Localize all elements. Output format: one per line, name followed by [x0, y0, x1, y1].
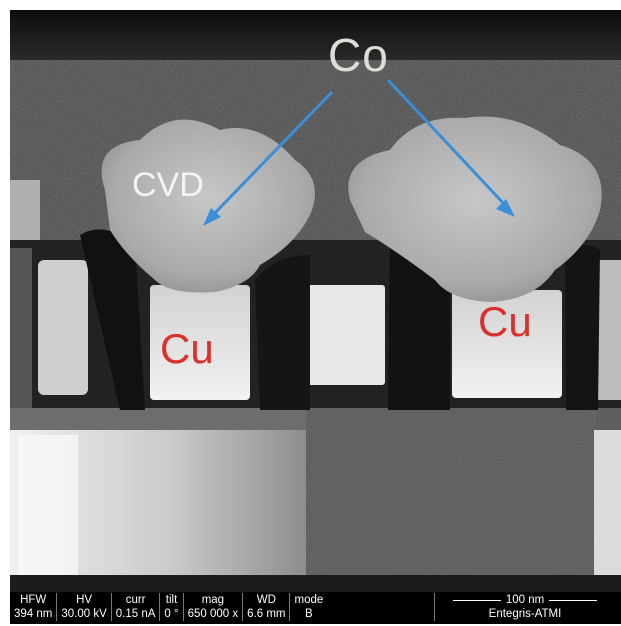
sem-param-value: 394 nm: [14, 608, 53, 620]
scale-label: 100 nm: [505, 594, 545, 606]
sem-param-header: HV: [76, 594, 93, 606]
sem-param-value: 0.15 nA: [115, 608, 156, 620]
image-credit: Entegris-ATMI: [488, 608, 562, 620]
sem-param-header: curr: [125, 594, 146, 606]
scale-bar: 100 nm: [452, 593, 598, 607]
sem-param-header: HFW: [20, 594, 47, 606]
sem-param-value: 6.6 mm: [247, 608, 286, 620]
scale-line-right: [549, 599, 598, 601]
sem-param-column: mode B: [290, 593, 327, 621]
sem-param-column: WD 6.6 mm: [243, 593, 291, 621]
sem-param-header: mag: [201, 594, 225, 606]
scale-bar-block: 100 nm Entegris-ATMI: [434, 593, 615, 621]
copper-label-left: Cu: [160, 325, 214, 372]
sem-param-column: tilt 0 °: [160, 593, 184, 621]
sem-param-column: HFW 394 nm: [10, 593, 58, 621]
sem-param-header: WD: [256, 594, 276, 606]
sem-parameter-table: HFW 394 nm HV 30.00 kV curr 0.15 nA tilt 0 ° mag…: [10, 593, 327, 621]
arrow-to-right-cap: [386, 78, 515, 217]
sem-param-column: HV 30.00 kV: [57, 593, 112, 621]
cvd-label: CVD: [132, 166, 204, 204]
copper-label-right: Cu: [478, 298, 532, 345]
arrow-to-left-cap: [203, 90, 334, 226]
sem-param-column: curr 0.15 nA: [112, 593, 161, 621]
sem-param-column: mag 650 000 x: [184, 593, 244, 621]
sem-param-header: mode: [294, 594, 324, 606]
sem-param-value: 30.00 kV: [61, 608, 107, 620]
sem-micrograph: Co CVD Cu Cu HFW 394 nm HV 30.00 kV curr 0.15…: [10, 10, 621, 624]
sem-param-header: tilt: [165, 594, 178, 606]
sem-param-value: B: [305, 608, 313, 620]
micrograph-image: [10, 10, 621, 595]
sem-param-value: 650 000 x: [187, 608, 239, 620]
scale-line-left: [452, 599, 501, 601]
sem-data-bar: HFW 394 nm HV 30.00 kV curr 0.15 nA tilt 0 ° mag…: [10, 592, 621, 624]
cobalt-label: Co: [328, 29, 389, 81]
sem-param-value: 0 °: [164, 608, 179, 620]
